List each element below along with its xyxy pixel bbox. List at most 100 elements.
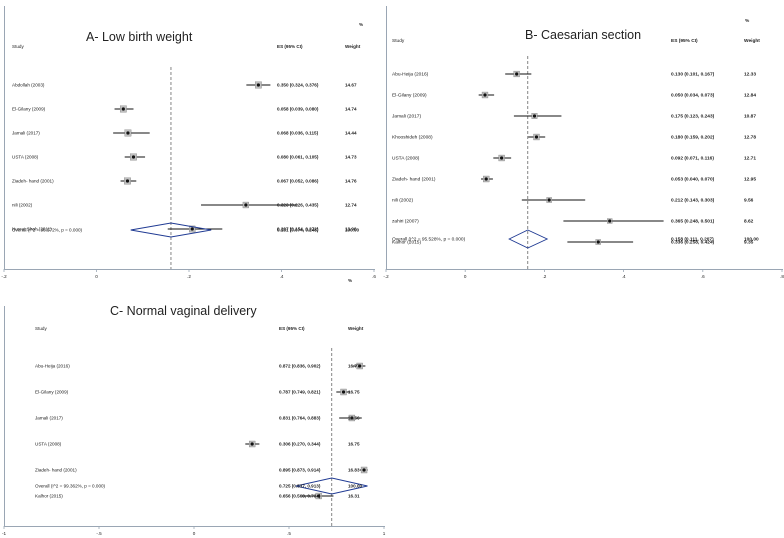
study-label: zahiri (2007) bbox=[392, 219, 419, 225]
point-estimate bbox=[250, 442, 254, 446]
weight-value: 16.31 bbox=[348, 494, 360, 499]
study-label: Abu-Heija (2016) bbox=[35, 364, 70, 369]
point-estimate bbox=[125, 179, 130, 183]
x-tick-label: .4 bbox=[280, 274, 284, 279]
weight-value: 10.87 bbox=[744, 114, 756, 120]
x-tick-label: .8 bbox=[780, 274, 784, 279]
point-estimate bbox=[121, 107, 125, 111]
study-label: El-Gilany (2009) bbox=[12, 107, 46, 112]
x-tick-label: -.5 bbox=[96, 531, 102, 536]
header-study: Study bbox=[392, 38, 405, 44]
overall-es-ci-value: 0.725 (0.537, 0.913) bbox=[279, 484, 321, 489]
x-tick-label: -.2 bbox=[383, 274, 389, 279]
header-weight-percent: % bbox=[348, 278, 352, 283]
study-label: Abdollah (2003) bbox=[12, 83, 45, 88]
weight-value: 12.95 bbox=[744, 177, 756, 183]
weight-value: 16.56 bbox=[348, 416, 360, 421]
weight-value: 14.73 bbox=[345, 155, 357, 160]
x-tick-label: 0 bbox=[95, 274, 98, 279]
es-ci-value: 0.053 (0.040, 0.070) bbox=[671, 177, 715, 183]
overall-weight-value: 100.00 bbox=[744, 237, 759, 243]
es-ci-value: 0.350 (0.324, 0.376) bbox=[277, 83, 319, 88]
point-estimate bbox=[358, 364, 362, 368]
x-tick-label: -.2 bbox=[1, 274, 7, 279]
overall-diamond bbox=[295, 477, 368, 495]
study-label: El-Gilany (2009) bbox=[392, 93, 427, 99]
study-label: Abu-Heija (2016) bbox=[392, 72, 429, 78]
header-weight: Weight bbox=[348, 326, 364, 331]
study-label: Kalhor (2015) bbox=[35, 494, 63, 499]
study-label: USTA (2008) bbox=[12, 155, 39, 160]
study-label: Ziadeh- hand (2001) bbox=[35, 468, 77, 473]
point-estimate bbox=[500, 156, 504, 160]
x-tick-label: 1 bbox=[383, 531, 386, 536]
study-label: Khooshideh (2008) bbox=[392, 135, 433, 141]
header-weight: Weight bbox=[345, 44, 361, 49]
study-label: nili (2002) bbox=[392, 198, 413, 204]
overall-label: Overall (I^2 = 99.362%, p = 0.000) bbox=[35, 484, 106, 489]
point-estimate bbox=[350, 416, 354, 420]
overall-es-ci-value: 0.158 (0.111, 0.207) bbox=[671, 237, 714, 243]
study-label: Ziadeh- hand (2001) bbox=[12, 179, 54, 184]
es-ci-value: 0.180 (0.159, 0.202) bbox=[671, 135, 715, 141]
overall-label: Overall (I^2 = 95.528%, p = 0.000) bbox=[392, 237, 466, 243]
header-es-ci: ES (95% CI) bbox=[277, 44, 303, 49]
weight-value: 16.77 bbox=[348, 364, 360, 369]
panel-title: B- Caesarian section bbox=[525, 28, 642, 42]
es-ci-value: 0.787 (0.749, 0.821) bbox=[279, 390, 321, 395]
x-tick-label: .6 bbox=[701, 274, 705, 279]
es-ci-value: 0.656 (0.568, 0.734) bbox=[279, 494, 321, 499]
point-estimate bbox=[547, 198, 551, 202]
study-label: El-Gilany (2009) bbox=[35, 390, 69, 395]
point-estimate bbox=[131, 155, 136, 159]
x-tick-label: 0 bbox=[464, 274, 467, 279]
point-estimate bbox=[484, 177, 488, 181]
es-ci-value: 0.067 (0.052, 0.086) bbox=[277, 179, 319, 184]
x-tick-label: .6 bbox=[372, 274, 376, 279]
header-study: Study bbox=[35, 326, 47, 331]
es-ci-value: 0.068 (0.036, 0.115) bbox=[277, 131, 319, 136]
study-label: Kalhor (2015) bbox=[392, 240, 421, 246]
x-tick-label: .4 bbox=[622, 274, 626, 279]
weight-value: 14.44 bbox=[345, 131, 357, 136]
es-ci-value: 0.323 (0.226, 0.435) bbox=[277, 203, 319, 208]
overall-diamond bbox=[508, 229, 549, 249]
x-tick-label: 0 bbox=[193, 531, 196, 536]
study-label: Jamali (2017) bbox=[35, 416, 63, 421]
point-estimate bbox=[362, 468, 366, 472]
forest-plot-normal-vaginal-delivery: C- Normal vaginal delivery % Study ES (95%… bbox=[0, 278, 400, 538]
point-estimate bbox=[317, 494, 321, 498]
header-study: Study bbox=[12, 44, 24, 49]
point-estimate bbox=[126, 131, 130, 135]
overall-es-ci-value: 0.161 (0.074, 0.248) bbox=[277, 228, 319, 233]
es-ci-value: 0.336 (0.258, 0.424) bbox=[671, 240, 715, 246]
weight-value: 14.67 bbox=[345, 83, 357, 88]
es-ci-value: 0.050 (0.034, 0.073) bbox=[671, 93, 715, 99]
forest-plot-b-svg: % Study ES (95% CI) Weight Abu-Heija (2016) 0… bbox=[383, 18, 784, 279]
es-ci-value: 0.306 (0.270, 0.344) bbox=[279, 442, 321, 447]
es-ci-value: 0.365 (0.248, 0.501) bbox=[671, 219, 715, 225]
point-estimate bbox=[256, 83, 260, 87]
header-weight-percent: % bbox=[745, 18, 750, 24]
x-tick-label: .5 bbox=[287, 531, 291, 536]
study-label: Ziadeh- hand (2001) bbox=[392, 177, 436, 183]
weight-value: 16.75 bbox=[348, 442, 360, 447]
point-estimate bbox=[483, 93, 487, 97]
weight-value: 14.76 bbox=[345, 179, 357, 184]
es-ci-value: 0.212 (0.143, 0.303) bbox=[671, 198, 715, 204]
point-estimate bbox=[515, 72, 519, 76]
overall-weight-value: 100.00 bbox=[348, 484, 362, 489]
weight-value: 12.74 bbox=[345, 203, 357, 208]
weight-value: 12.84 bbox=[744, 93, 756, 99]
study-label: USTA (2008) bbox=[392, 156, 420, 162]
overall-diamond bbox=[130, 222, 212, 238]
study-label: Nusrat Shah (2011) bbox=[12, 227, 52, 232]
study-label: Jamali (2017) bbox=[392, 114, 421, 120]
weight-value: 13.90 bbox=[345, 227, 357, 232]
study-label: USTA (2008) bbox=[35, 442, 62, 447]
point-estimate bbox=[596, 240, 600, 244]
weight-value: 12.78 bbox=[744, 135, 756, 141]
header-weight: Weight bbox=[744, 38, 760, 44]
es-ci-value: 0.080 (0.061, 0.105) bbox=[277, 155, 319, 160]
study-label: Jamali (2017) bbox=[12, 131, 40, 136]
